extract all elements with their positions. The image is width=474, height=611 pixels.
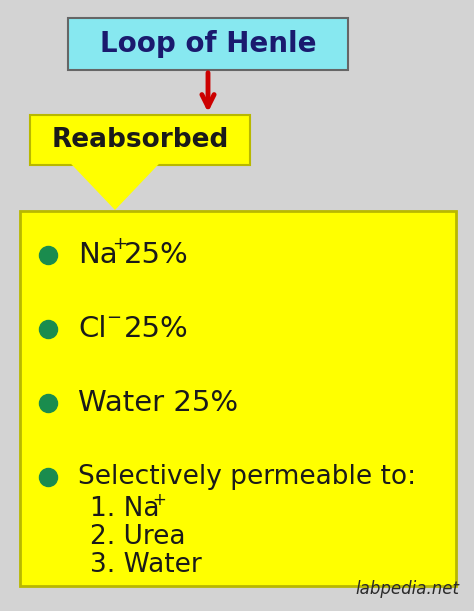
Text: 25%: 25%: [124, 315, 189, 343]
Text: Loop of Henle: Loop of Henle: [100, 30, 316, 58]
Text: +: +: [152, 491, 166, 509]
Text: +: +: [112, 235, 127, 253]
Text: −: −: [106, 309, 121, 327]
FancyBboxPatch shape: [30, 115, 250, 165]
Text: 25%: 25%: [124, 241, 189, 269]
Polygon shape: [73, 165, 157, 207]
Text: Water 25%: Water 25%: [78, 389, 238, 417]
FancyBboxPatch shape: [68, 18, 348, 70]
FancyBboxPatch shape: [20, 211, 456, 586]
Text: Selectively permeable to:: Selectively permeable to:: [78, 464, 416, 490]
Text: 3. Water: 3. Water: [90, 552, 202, 578]
Text: labpedia.net: labpedia.net: [356, 580, 460, 598]
Polygon shape: [75, 165, 155, 207]
Text: Cl: Cl: [78, 315, 107, 343]
Text: 1. Na: 1. Na: [90, 496, 159, 522]
Text: Na: Na: [78, 241, 118, 269]
Text: 2. Urea: 2. Urea: [90, 524, 185, 550]
Text: Reabsorbed: Reabsorbed: [51, 127, 228, 153]
